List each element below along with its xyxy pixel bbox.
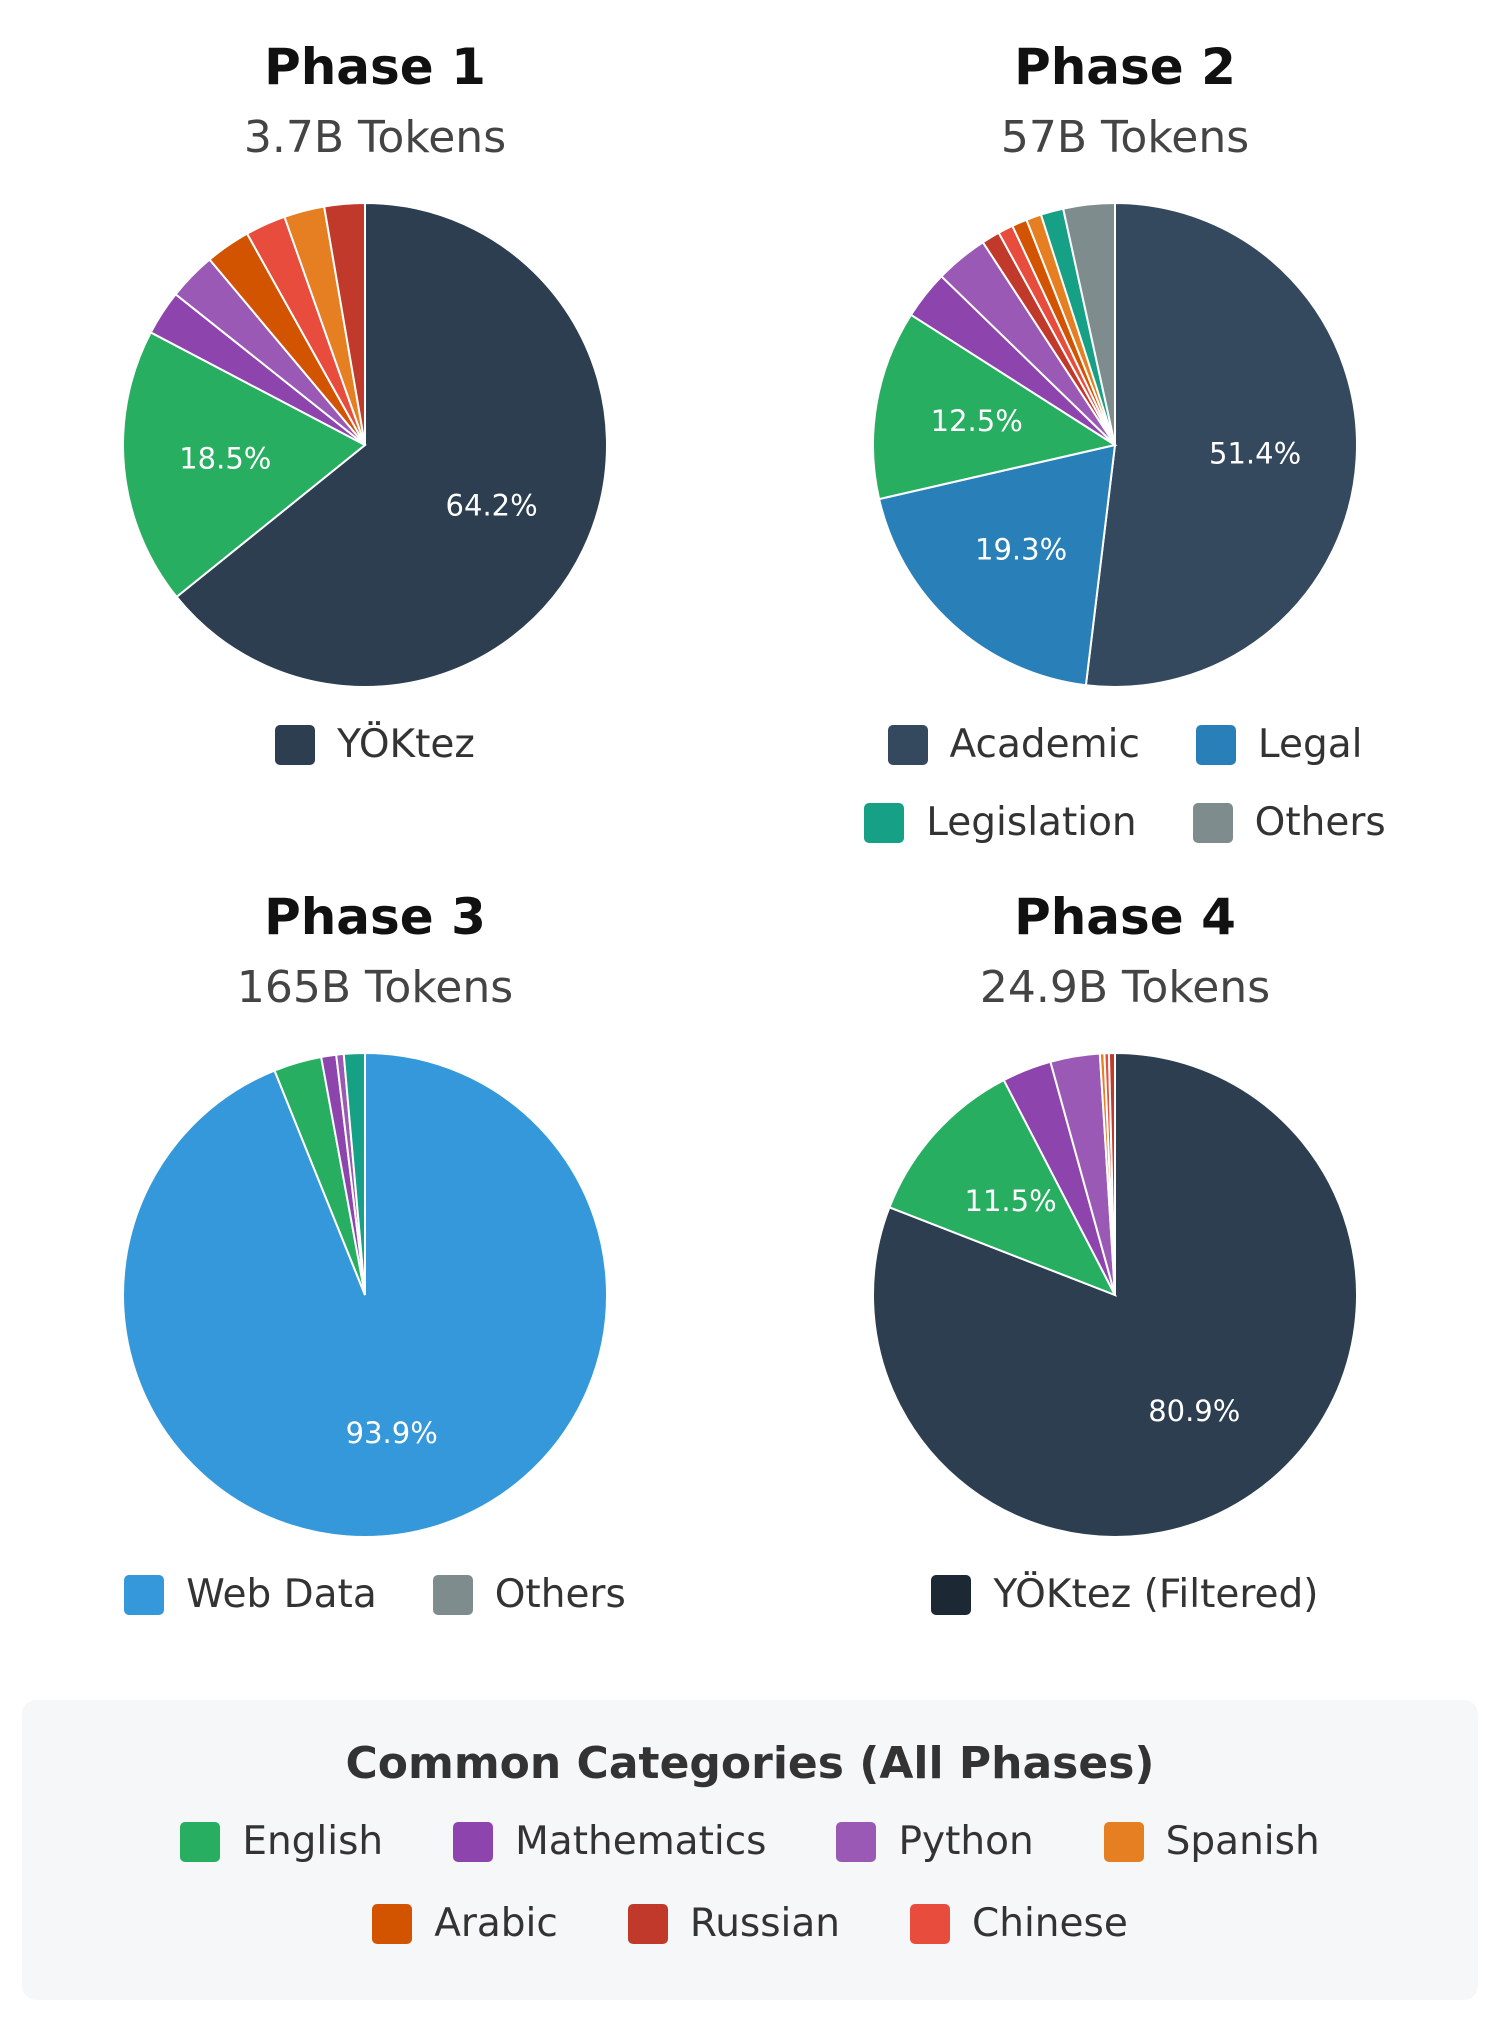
phase-3-panel: Phase 3 165B Tokens 93.9% Web Data Others (0, 850, 750, 1710)
legend-label: Legislation (926, 800, 1137, 845)
pie-slice-others (1061, 201, 1116, 446)
legend-label: Others (494, 1572, 626, 1617)
legend-swatch (887, 725, 928, 765)
legend-item: Arabic (372, 1897, 558, 1951)
legend-swatch (372, 1904, 413, 1944)
chart-title: Phase 3 (264, 888, 486, 946)
slice-percent-label: 64.2% (446, 489, 538, 523)
legend-label: Russian (689, 1901, 840, 1946)
chart-subtitle: 57B Tokens (1000, 112, 1250, 163)
legend-swatch (124, 1575, 165, 1615)
slice-percent-label: 19.3% (975, 532, 1067, 566)
pie-slice-english (872, 313, 1118, 501)
legend-label: Others (1254, 800, 1386, 845)
legend-swatch (1192, 803, 1233, 843)
chart-title: Phase 4 (1014, 888, 1236, 946)
legend-swatch (931, 1575, 972, 1615)
legend-label: Python (898, 1819, 1034, 1864)
pie-slice-y-ktez-filtered (872, 1051, 1358, 1538)
pie-slice-russian (1107, 1051, 1116, 1296)
legend-label: English (242, 1819, 384, 1864)
legend-swatch (453, 1822, 494, 1862)
pie-slice-academic (1084, 201, 1358, 688)
phase-4-panel: Phase 4 24.9B Tokens 80.9% 11.5% YÖKtez (… (750, 850, 1500, 1710)
common-categories-legend: English Mathematics Python Spanish Arabic Rus… (62, 1815, 1438, 1951)
chart-subtitle: 24.9B Tokens (979, 962, 1271, 1013)
pie-chart: 51.4% 19.3% 12.5% (872, 201, 1358, 688)
legend-item: Academic (887, 718, 1140, 772)
chart-title: Phase 1 (264, 38, 486, 96)
legend-item: Python (836, 1815, 1034, 1869)
phase-1-panel: Phase 1 3.7B Tokens 64.2% 18.5% YÖKtez (0, 0, 750, 860)
pie-chart: 80.9% 11.5% (872, 1051, 1358, 1538)
legend-label: Spanish (1165, 1819, 1320, 1864)
legend-item: Russian (627, 1897, 840, 1951)
legend-swatch (432, 1575, 473, 1615)
pie-chart: 93.9% (122, 1051, 608, 1538)
chart-legend: YÖKtez (Filtered) (810, 1568, 1440, 1622)
pie-slice-y-ktez (175, 201, 608, 688)
chart-legend: Academic Legal Legislation Others (810, 718, 1440, 850)
chart-legend: YÖKtez (60, 718, 690, 772)
legend-label: Chinese (972, 1901, 1128, 1946)
common-categories-box: Common Categories (All Phases) English Ma… (22, 1700, 1478, 2000)
legend-swatch (836, 1822, 877, 1862)
slice-percent-label: 51.4% (1209, 436, 1301, 470)
legend-item: Others (1192, 796, 1386, 850)
legend-label: Mathematics (515, 1819, 767, 1864)
legend-item: English (180, 1815, 383, 1869)
slice-percent-label: 18.5% (179, 442, 271, 476)
legend-label: Academic (949, 722, 1140, 767)
pie-slice-russian (322, 201, 366, 446)
legend-item: YÖKtez (Filtered) (931, 1568, 1319, 1622)
legend-item: Web Data (124, 1568, 377, 1622)
pie-slice-english (888, 1078, 1118, 1297)
legend-swatch (627, 1904, 668, 1944)
slice-percent-label: 11.5% (965, 1184, 1057, 1218)
legend-item: Mathematics (453, 1815, 766, 1869)
pie-chart: 64.2% 18.5% (122, 201, 608, 688)
slice-percent-label: 80.9% (1148, 1394, 1240, 1428)
chart-title: Phase 2 (1014, 38, 1236, 96)
legend-swatch (1195, 725, 1236, 765)
legend-item: Legislation (864, 796, 1137, 850)
pie-slice-english (122, 331, 367, 599)
common-categories-title: Common Categories (All Phases) (345, 1738, 1155, 1789)
legend-swatch (864, 803, 905, 843)
legend-item: YÖKtez (275, 718, 475, 772)
legend-label: YÖKtez (337, 722, 475, 767)
legend-label: Legal (1257, 722, 1363, 767)
legend-swatch (1103, 1822, 1144, 1862)
chart-subtitle: 165B Tokens (236, 962, 514, 1013)
legend-swatch (910, 1904, 950, 1944)
legend-item: Chinese (910, 1897, 1128, 1951)
legend-label: Arabic (434, 1901, 558, 1946)
chart-subtitle: 3.7B Tokens (243, 112, 507, 163)
phase-2-panel: Phase 2 57B Tokens 51.4% 19.3% 12.5% Acade… (750, 0, 1500, 860)
legend-label: Web Data (186, 1572, 377, 1617)
slice-percent-label: 93.9% (346, 1416, 438, 1450)
legend-label: YÖKtez (Filtered) (993, 1572, 1319, 1617)
pie-slice-legal (877, 443, 1117, 687)
legend-swatch (275, 725, 316, 765)
legend-item: Spanish (1103, 1815, 1320, 1869)
legend-item: Others (432, 1568, 626, 1622)
slice-percent-label: 12.5% (931, 404, 1023, 438)
legend-swatch (180, 1822, 221, 1862)
legend-item: Legal (1195, 718, 1363, 772)
pie-slice-others (342, 1051, 366, 1296)
chart-legend: Web Data Others (60, 1568, 690, 1622)
